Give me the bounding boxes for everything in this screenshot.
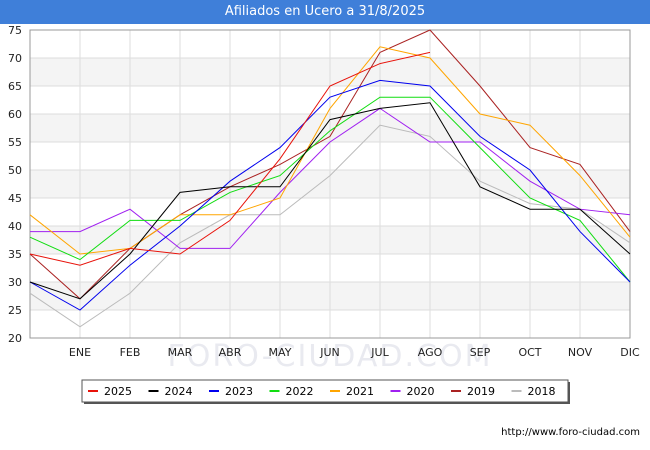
y-tick-label: 45 — [8, 192, 22, 205]
y-tick-label: 75 — [8, 24, 22, 37]
legend-label-2025: 2025 — [104, 385, 132, 398]
y-tick-label: 30 — [8, 276, 22, 289]
y-tick-label: 20 — [8, 332, 22, 345]
series-line-2025 — [29, 51, 431, 266]
x-tick-label: AGO — [418, 346, 443, 359]
x-tick-label: JUL — [370, 346, 389, 359]
series-line-2020 — [30, 107, 631, 249]
series-line-2023 — [29, 79, 631, 311]
series-line-2022 — [29, 96, 631, 283]
legend-label-2020: 2020 — [407, 385, 435, 398]
legend-label-2022: 2022 — [286, 385, 314, 398]
legend-label-2021: 2021 — [346, 385, 374, 398]
series-line-2024 — [29, 102, 631, 300]
chart-title: Afiliados en Ucero a 31/8/2025 — [0, 0, 650, 24]
legend-box — [81, 379, 569, 403]
plot-border — [29, 29, 631, 339]
series-lines — [29, 29, 631, 328]
y-tick-label: 40 — [8, 220, 22, 233]
y-axis: 20 25 30 35 40 45 50 55 60 65 70 75 — [8, 24, 22, 345]
y-tick-label: 60 — [8, 108, 22, 121]
legend: 2025 2024 2023 2022 2021 2020 2019 2018 — [81, 379, 570, 404]
watermark-text: FORO-CIUDAD.COM — [168, 339, 493, 374]
series-line-2018 — [29, 124, 631, 328]
legend-label-2023: 2023 — [225, 385, 253, 398]
x-tick-label: MAY — [269, 346, 292, 359]
y-tick-label: 70 — [8, 52, 22, 65]
source-url: http://www.foro-ciudad.com — [501, 427, 640, 438]
x-axis: ENE FEB MAR ABR MAY JUN JUL AGO SEP OCT NOV DIC — [69, 346, 640, 359]
x-tick-label: FEB — [120, 346, 141, 359]
x-tick-label: SEP — [470, 346, 491, 359]
x-tick-label: ENE — [69, 346, 91, 359]
x-tick-label: MAR — [168, 346, 193, 359]
y-tick-label: 55 — [8, 136, 22, 149]
y-tick-label: 25 — [8, 304, 22, 317]
legend-label-2019: 2019 — [467, 385, 495, 398]
x-tick-label: DIC — [620, 346, 640, 359]
x-tick-label: ABR — [219, 346, 242, 359]
x-tick-label: NOV — [568, 346, 593, 359]
x-tick-label: OCT — [518, 346, 541, 359]
y-tick-label: 50 — [8, 164, 22, 177]
x-tick-label: JUN — [319, 346, 340, 359]
y-tick-label: 65 — [8, 80, 22, 93]
legend-label-2024: 2024 — [165, 385, 193, 398]
legend-label-2018: 2018 — [528, 385, 556, 398]
y-tick-label: 35 — [8, 248, 22, 261]
